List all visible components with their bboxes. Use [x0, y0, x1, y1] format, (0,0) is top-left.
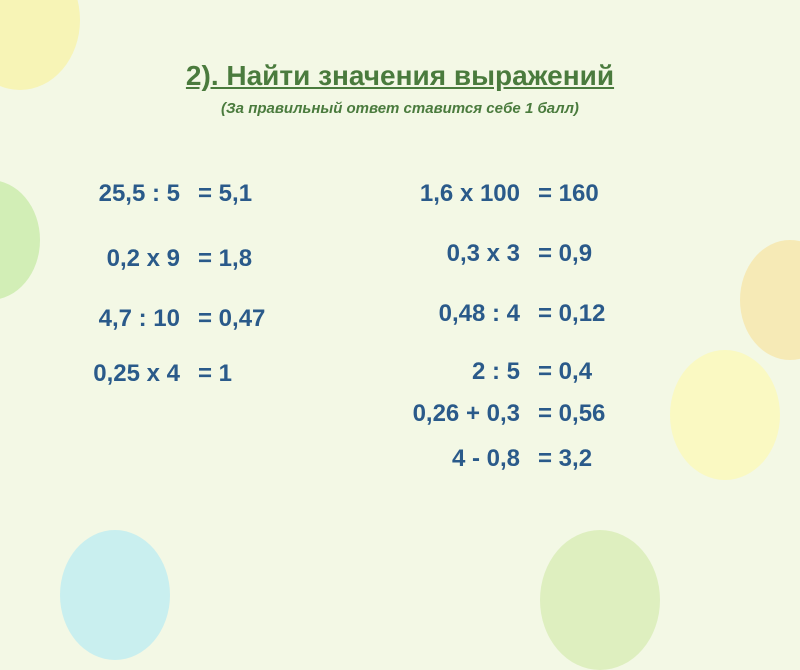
equation-row: 0,2 х 9 = 1,8 [60, 245, 252, 273]
equation-row: 0,48 : 4 = 0,12 [370, 300, 605, 328]
answer: = 160 [538, 180, 599, 208]
answer: = 3,2 [538, 445, 592, 473]
answer: = 0,47 [198, 305, 265, 333]
balloon-decoration [540, 530, 660, 670]
equation-row: 25,5 : 5 = 5,1 [60, 180, 252, 208]
equation-row: 0,26 + 0,3 = 0,56 [370, 400, 605, 428]
answer: = 0,56 [538, 400, 605, 428]
expression: 0,26 + 0,3 [370, 400, 520, 428]
answer: = 0,9 [538, 240, 592, 268]
expression: 0,25 х 4 [60, 360, 180, 388]
balloon-decoration [0, 180, 40, 300]
equation-row: 4 - 0,8 = 3,2 [370, 445, 592, 473]
expression: 0,2 х 9 [60, 245, 180, 273]
equation-row: 1,6 х 100 = 160 [370, 180, 599, 208]
expression: 2 : 5 [370, 358, 520, 386]
expression: 4 - 0,8 [370, 445, 520, 473]
expression: 4,7 : 10 [60, 305, 180, 333]
expression: 25,5 : 5 [60, 180, 180, 208]
expression: 0,48 : 4 [370, 300, 520, 328]
answer: = 0,12 [538, 300, 605, 328]
expression: 0,3 х 3 [370, 240, 520, 268]
balloon-decoration [670, 350, 780, 480]
equation-row: 0,3 х 3 = 0,9 [370, 240, 592, 268]
balloon-decoration [60, 530, 170, 660]
slide-title: 2). Найти значения выражений [0, 60, 800, 92]
answer: = 1 [198, 360, 232, 388]
equation-row: 4,7 : 10 = 0,47 [60, 305, 265, 333]
answer: = 0,4 [538, 358, 592, 386]
answer: = 5,1 [198, 180, 252, 208]
equation-row: 0,25 х 4 = 1 [60, 360, 232, 388]
answer: = 1,8 [198, 245, 252, 273]
expression: 1,6 х 100 [370, 180, 520, 208]
balloon-decoration [740, 240, 800, 360]
equation-row: 2 : 5 = 0,4 [370, 358, 592, 386]
slide-subtitle: (За правильный ответ ставится себе 1 бал… [0, 100, 800, 117]
